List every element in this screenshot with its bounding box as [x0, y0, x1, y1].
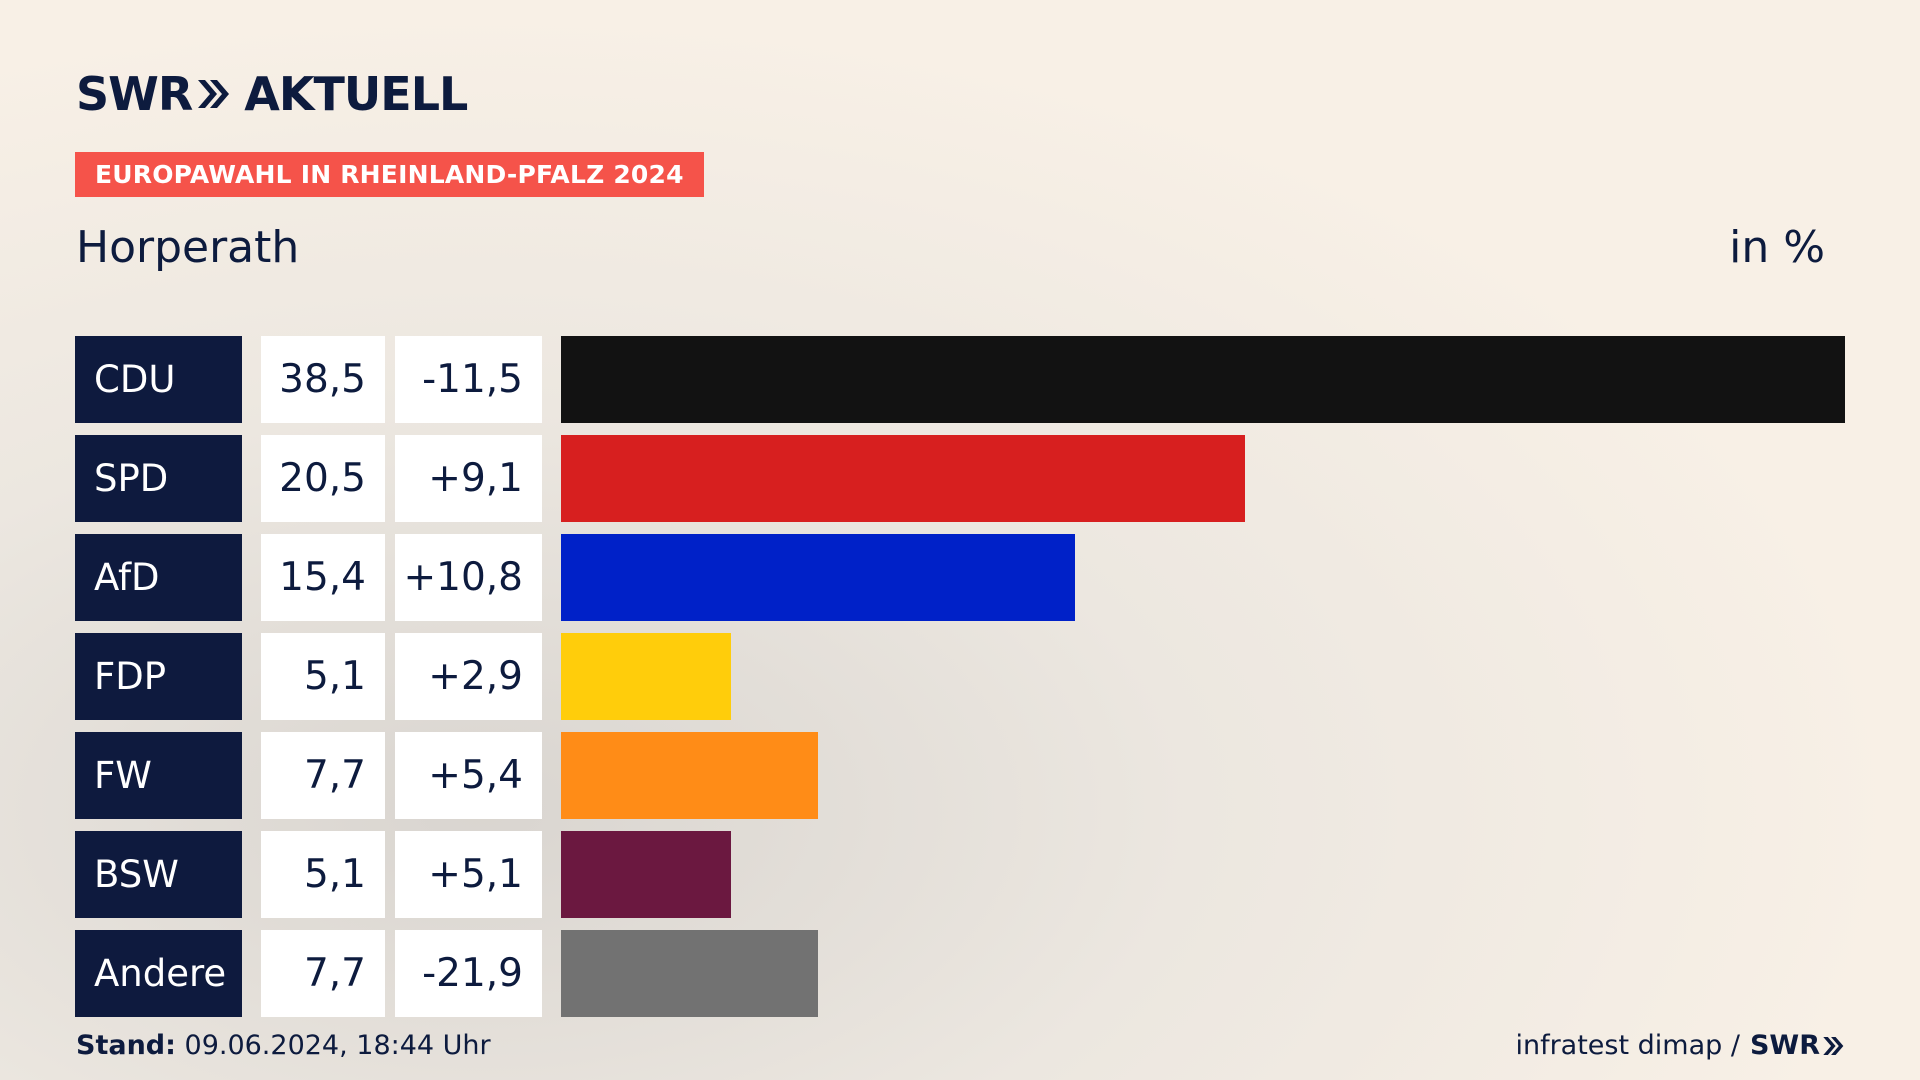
- vote-share-value: 7,7: [261, 930, 385, 1017]
- source-text: infratest dimap /: [1515, 1030, 1740, 1061]
- swr-small-logo-text: SWR: [1749, 1030, 1820, 1061]
- vote-change-value: -21,9: [395, 930, 542, 1017]
- vote-change-value: -11,5: [395, 336, 542, 423]
- bar-fw: [561, 732, 818, 819]
- result-row-fdp: FDP 5,1 +2,9: [75, 633, 1845, 720]
- party-label: AfD: [75, 534, 242, 621]
- vote-change-value: +10,8: [395, 534, 542, 621]
- vote-share-value: 38,5: [261, 336, 385, 423]
- election-tag: EUROPAWAHL IN RHEINLAND-PFALZ 2024: [75, 152, 704, 197]
- vote-share-value: 20,5: [261, 435, 385, 522]
- bar-bsw: [561, 831, 731, 918]
- place-title: Horperath: [76, 222, 300, 273]
- swr-aktuell-logo: SWR AKTUELL: [76, 67, 468, 121]
- result-row-andere: Andere 7,7 -21,9: [75, 930, 1845, 1017]
- vote-share-value: 15,4: [261, 534, 385, 621]
- vote-share-value: 7,7: [261, 732, 385, 819]
- bar-fdp: [561, 633, 731, 720]
- party-label: BSW: [75, 831, 242, 918]
- logo-text: SWR: [76, 67, 193, 121]
- double-chevron-icon: [196, 78, 230, 110]
- result-row-afd: AfD 15,4 +10,8: [75, 534, 1845, 621]
- bar-andere: [561, 930, 818, 1017]
- result-row-spd: SPD 20,5 +9,1: [75, 435, 1845, 522]
- logo-suffix: AKTUELL: [244, 67, 468, 121]
- vote-change-value: +5,4: [395, 732, 542, 819]
- unit-label: in %: [1729, 222, 1825, 273]
- timestamp: Stand: 09.06.2024, 18:44 Uhr: [76, 1030, 491, 1061]
- vote-change-value: +9,1: [395, 435, 542, 522]
- bar-afd: [561, 534, 1075, 621]
- source-credit: infratest dimap / SWR: [1515, 1030, 1844, 1061]
- party-label: FDP: [75, 633, 242, 720]
- small-chevron-icon: [1823, 1036, 1844, 1055]
- party-label: CDU: [75, 336, 242, 423]
- result-row-bsw: BSW 5,1 +5,1: [75, 831, 1845, 918]
- vote-change-value: +2,9: [395, 633, 542, 720]
- vote-share-value: 5,1: [261, 831, 385, 918]
- stand-label: Stand:: [76, 1030, 176, 1061]
- bar-spd: [561, 435, 1245, 522]
- party-label: FW: [75, 732, 242, 819]
- party-label: Andere: [75, 930, 242, 1017]
- party-label: SPD: [75, 435, 242, 522]
- result-row-fw: FW 7,7 +5,4: [75, 732, 1845, 819]
- vote-change-value: +5,1: [395, 831, 542, 918]
- bar-cdu: [561, 336, 1845, 423]
- swr-small-logo: SWR: [1750, 1030, 1844, 1061]
- vote-share-value: 5,1: [261, 633, 385, 720]
- stand-value: 09.06.2024, 18:44 Uhr: [184, 1030, 491, 1061]
- result-row-cdu: CDU 38,5 -11,5: [75, 336, 1845, 423]
